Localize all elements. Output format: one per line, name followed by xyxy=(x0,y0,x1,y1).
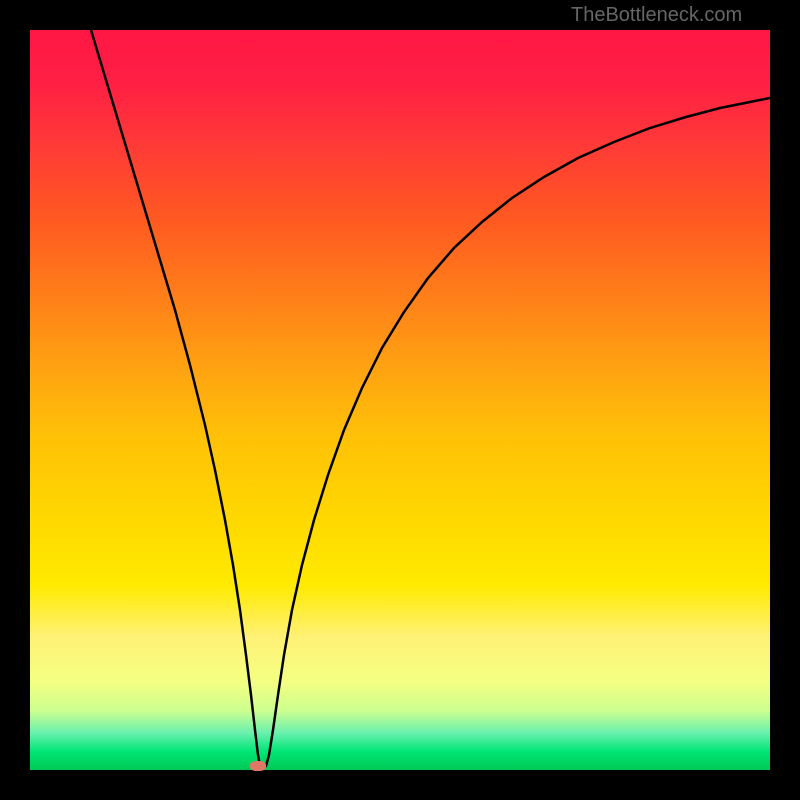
bottleneck-curve xyxy=(30,30,770,770)
watermark-text: TheBottleneck.com xyxy=(571,4,742,27)
chart-container: TheBottleneck.com xyxy=(0,0,800,800)
plot-area xyxy=(30,30,770,770)
optimal-marker xyxy=(250,761,266,771)
